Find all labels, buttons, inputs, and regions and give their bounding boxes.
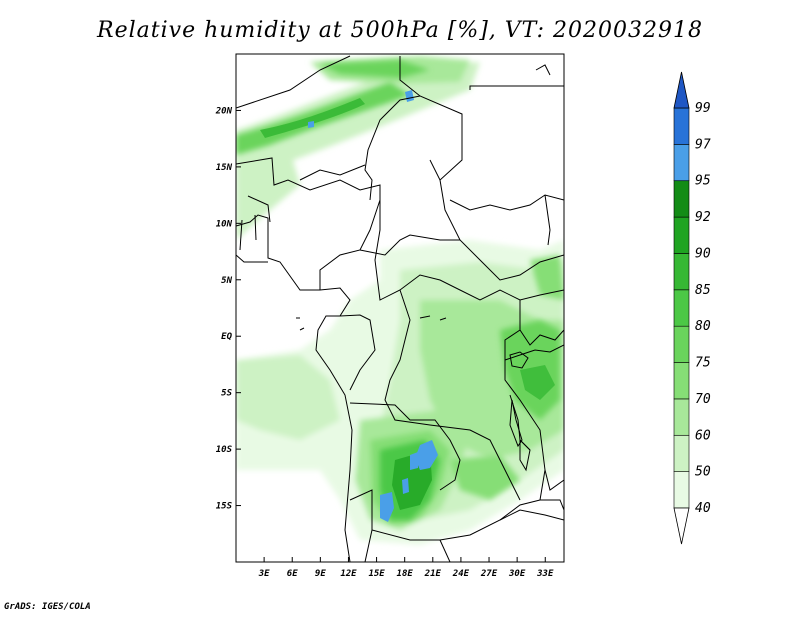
lon-tick-label: 21E bbox=[424, 569, 442, 579]
lat-tick-label: EQ bbox=[221, 332, 232, 342]
colorbar-segment bbox=[673, 434, 690, 472]
colorbar-segment bbox=[673, 362, 690, 400]
colorbar-segment bbox=[673, 180, 690, 218]
colorbar-level-label: 95 bbox=[695, 174, 711, 189]
humidity-field bbox=[236, 56, 564, 545]
lon-tick-label: 6E bbox=[287, 569, 298, 579]
lon-tick-label: 9E bbox=[315, 569, 326, 579]
colorbar-segment bbox=[673, 144, 690, 182]
colorbar-level-label: 97 bbox=[695, 137, 711, 152]
colorbar-level-label: 85 bbox=[695, 283, 711, 298]
colorbar-level-label: 99 bbox=[695, 101, 711, 116]
lon-tick-label: 18E bbox=[397, 569, 414, 579]
colorbar-level-label: 80 bbox=[695, 319, 711, 334]
colorbar-level-label: 70 bbox=[695, 392, 711, 407]
colorbar-segment bbox=[673, 107, 690, 145]
lon-tick-label: 3E bbox=[258, 569, 270, 579]
lat-tick-label: 20N bbox=[215, 106, 233, 116]
colorbar-top-arrow bbox=[673, 71, 690, 109]
lat-tick-label: 15N bbox=[216, 163, 233, 173]
lon-tick-label: 27E bbox=[480, 569, 498, 579]
colorbar-segment bbox=[673, 216, 690, 254]
colorbar-segment bbox=[673, 398, 690, 436]
page-title: Relative humidity at 500hPa [%], VT: 202… bbox=[97, 18, 703, 43]
lon-tick-label: 24E bbox=[452, 569, 470, 579]
lon-tick-label: 15E bbox=[368, 569, 385, 579]
colorbar-level-label: 40 bbox=[695, 501, 711, 516]
map-axes: 3E 6E 9E 12E 15E 18E 21E 24E 27E 30E 33E 20N 15N 10N 5… bbox=[215, 106, 554, 579]
colorbar-level-label: 92 bbox=[695, 210, 711, 225]
lon-tick-label: 30E bbox=[508, 569, 526, 579]
lakes bbox=[296, 315, 531, 472]
lon-tick-label: 12E bbox=[340, 569, 357, 579]
colorbar-segment bbox=[673, 253, 690, 291]
humidity-band-blue bbox=[308, 90, 438, 522]
lat-tick-label: 5S bbox=[221, 389, 232, 399]
lat-tick-label: 10N bbox=[216, 219, 233, 229]
colorbar-segment bbox=[673, 289, 690, 327]
map-frame bbox=[235, 53, 565, 563]
colorbar-level-label: 60 bbox=[695, 428, 711, 443]
lon-tick-label: 33E bbox=[536, 569, 554, 579]
lat-tick-label: 15S bbox=[216, 502, 233, 512]
credit-text: GrADS: IGES/COLA bbox=[4, 602, 91, 612]
colorbar-level-label: 90 bbox=[695, 246, 711, 261]
lat-tick-label: 5N bbox=[221, 276, 232, 286]
colorbar-level-label: 75 bbox=[695, 356, 711, 371]
colorbar: 40 50 60 70 75 80 85 90 92 95 97 99 bbox=[673, 71, 711, 545]
colorbar-bottom-arrow bbox=[673, 507, 690, 545]
colorbar-level-label: 50 bbox=[695, 465, 711, 480]
lat-tick-label: 10S bbox=[216, 445, 233, 455]
country-borders bbox=[236, 55, 564, 562]
colorbar-segment bbox=[673, 471, 690, 509]
colorbar-segment bbox=[673, 325, 690, 363]
